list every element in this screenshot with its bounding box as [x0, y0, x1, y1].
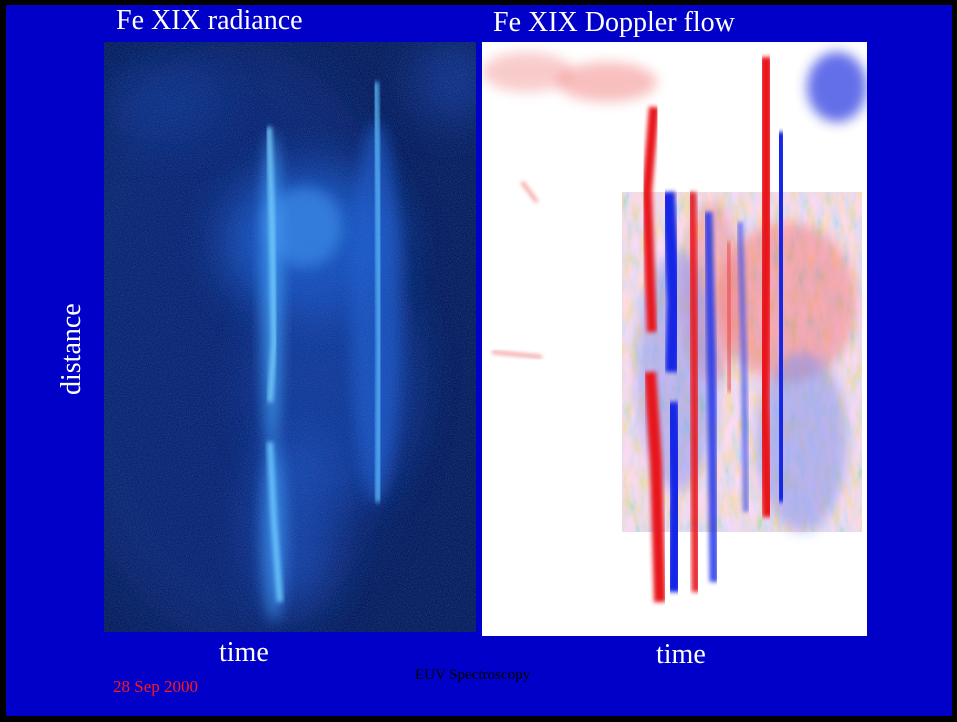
radiance-panel-title: Fe XIX radiance	[116, 5, 303, 36]
slide-footer: EUV Spectroscopy	[415, 667, 531, 683]
radiance-image	[104, 42, 476, 632]
radiance-image-svg	[104, 42, 476, 632]
y-axis-label: distance	[56, 303, 87, 395]
doppler-x-axis-label: time	[656, 639, 706, 670]
radiance-x-axis-label: time	[219, 637, 269, 668]
doppler-image	[482, 42, 867, 636]
slide-date: 28 Sep 2000	[113, 677, 198, 696]
doppler-image-svg	[482, 42, 867, 636]
doppler-panel-title: Fe XIX Doppler flow	[493, 7, 735, 38]
